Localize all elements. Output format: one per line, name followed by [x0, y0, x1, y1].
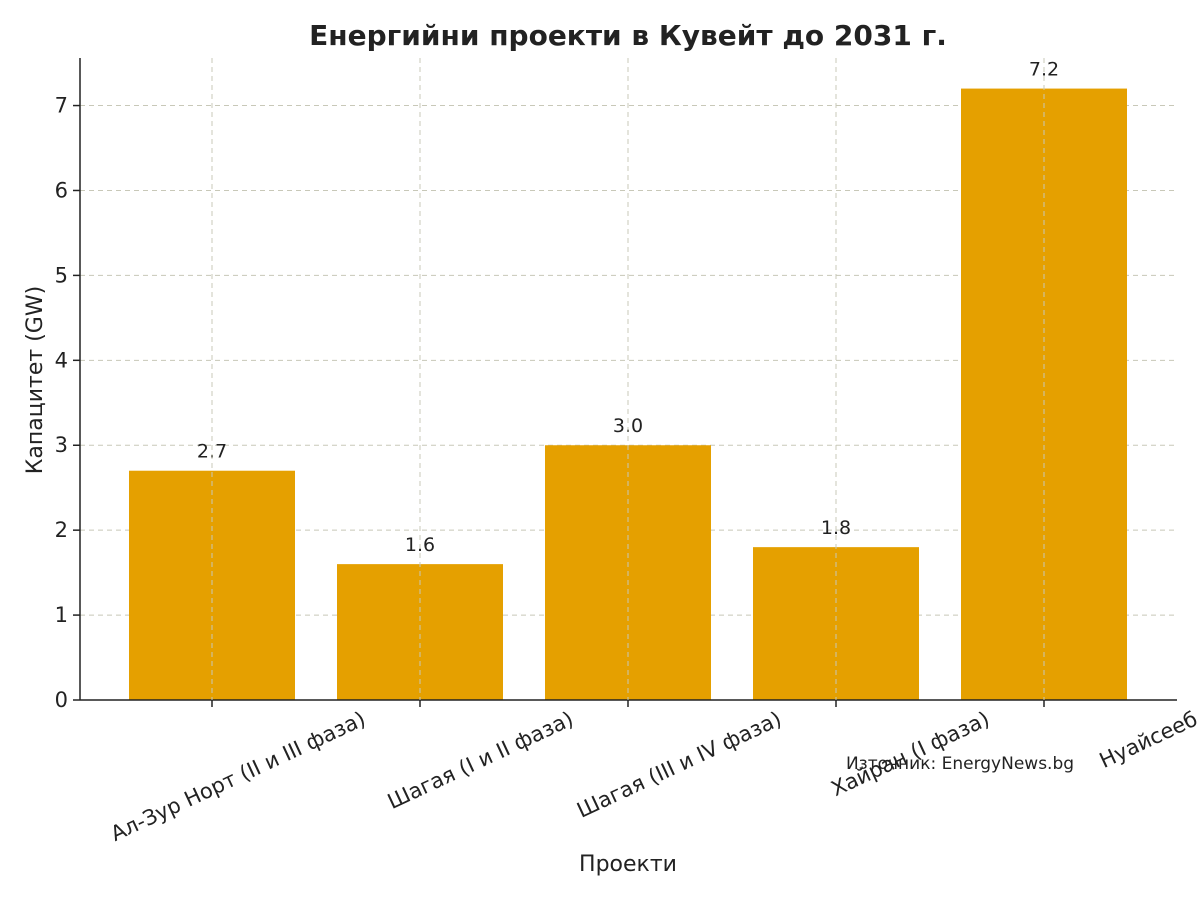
- x-tick-label: Ал-Зур Норт (II и III фаза): [107, 707, 369, 846]
- chart-title: Енергийни проекти в Кувейт до 2031 г.: [309, 19, 947, 52]
- x-tick-label: Шагая (III и IV фаза): [573, 707, 785, 823]
- y-tick-label: 4: [55, 348, 68, 372]
- y-tick-label: 7: [55, 94, 68, 118]
- y-axis-label: Капацитет (GW): [23, 286, 48, 474]
- y-tick-label: 1: [55, 603, 68, 627]
- source-annotation: Източник: EnergyNews.bg: [846, 754, 1074, 774]
- axes: [73, 58, 1177, 707]
- y-tick-label: 6: [55, 178, 68, 202]
- x-tick-labels: Ал-Зур Норт (II и III фаза) Шагая (I и II…: [107, 707, 1200, 846]
- y-tick-label: 5: [55, 263, 68, 287]
- y-tick-labels: 0 1 2 3 4 5 6 7: [55, 94, 68, 712]
- x-tick-label: Шагая (I и II фаза): [384, 707, 577, 814]
- y-tick-label: 2: [55, 518, 68, 542]
- x-axis-label: Проекти: [579, 852, 677, 877]
- bar: [753, 547, 919, 700]
- data-label: 3.0: [613, 415, 643, 437]
- bar: [337, 564, 503, 700]
- x-tick-label: Нуайсееб: [1096, 707, 1200, 773]
- data-label: 2.7: [197, 441, 227, 463]
- data-labels: 2.71.63.01.87.2: [197, 58, 1059, 700]
- y-tick-label: 3: [55, 433, 68, 457]
- y-tick-label: 0: [55, 688, 68, 712]
